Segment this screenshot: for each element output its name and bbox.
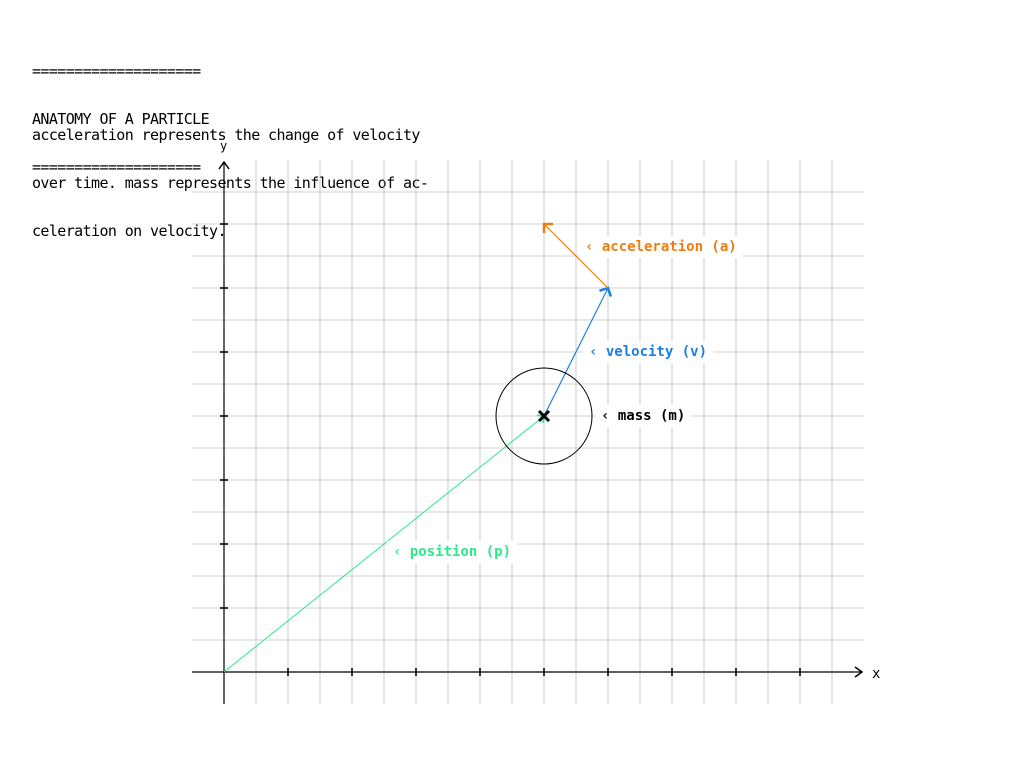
acceleration-arrowhead-icon <box>542 222 553 233</box>
x-axis-tick-dot <box>382 670 386 674</box>
x-axis-arrowhead-icon <box>854 666 864 678</box>
position-label-bg <box>387 541 518 563</box>
x-axis-tick-dot <box>510 670 514 674</box>
intro-line-1: acceleration represents the change of ve… <box>32 126 420 144</box>
y-axis-tick-dot <box>222 638 226 642</box>
x-axis-tick-dot <box>830 670 834 674</box>
mass-label-bg <box>595 405 692 427</box>
y-axis-tick-dot <box>222 574 226 578</box>
mass-circle <box>495 367 593 465</box>
position-vector <box>223 415 545 673</box>
x-axis-tick-dot <box>254 670 258 674</box>
header-rule-top: ==================== <box>32 62 201 80</box>
y-axis-tick-dot <box>222 510 226 514</box>
x-axis-tick-dot <box>638 670 642 674</box>
acceleration-label-bg <box>579 236 743 258</box>
intro-text: acceleration represents the change of ve… <box>32 95 429 255</box>
velocity-vector <box>543 287 609 417</box>
axis-ticks <box>220 190 834 676</box>
page-title: ANATOMY OF A PARTICLE <box>32 110 210 128</box>
y-axis-tick-dot <box>222 382 226 386</box>
acceleration-vector <box>543 223 609 289</box>
particle-cross-stroke <box>537 409 551 423</box>
y-axis-label: y <box>220 139 227 153</box>
x-axis-tick-dot <box>574 670 578 674</box>
header-rule-bottom: ==================== <box>32 158 201 176</box>
particle-cross-icon <box>537 409 551 423</box>
x-axis-tick-dot <box>766 670 770 674</box>
intro-line-3: celeration on velocity. <box>32 222 227 240</box>
x-axis-tick-dot <box>702 670 706 674</box>
position-label: ‹ position (p) <box>393 544 511 560</box>
x-axis-tick-dot <box>446 670 450 674</box>
velocity-label-bg <box>583 341 714 363</box>
x-axis-tick-dot <box>318 670 322 674</box>
axes: x y <box>192 139 880 704</box>
y-axis-tick-dot <box>222 446 226 450</box>
y-axis-arrowhead-icon <box>218 160 230 170</box>
acceleration-label: ‹ acceleration (a) <box>585 239 737 255</box>
velocity-label: ‹ velocity (v) <box>589 344 707 360</box>
grid <box>192 160 864 704</box>
mass-label: ‹ mass (m) <box>601 408 685 424</box>
y-axis-tick-dot <box>222 254 226 258</box>
header: ==================== ANATOMY OF A PARTIC… <box>32 31 210 191</box>
x-axis-label: x <box>872 666 880 682</box>
y-axis-tick-dot <box>222 190 226 194</box>
y-axis-tick-dot <box>222 318 226 322</box>
velocity-arrowhead-icon <box>599 286 613 297</box>
